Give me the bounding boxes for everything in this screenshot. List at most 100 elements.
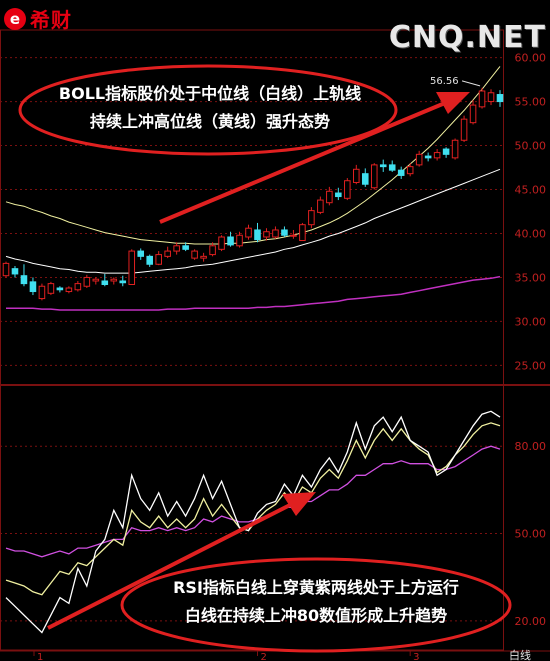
max-price-label: 56.56 bbox=[430, 76, 459, 87]
candle-body bbox=[110, 278, 118, 282]
candle-body bbox=[451, 139, 459, 159]
candle-body bbox=[2, 262, 10, 277]
candle-body bbox=[326, 190, 333, 204]
x-tick-label: 3 bbox=[413, 652, 419, 661]
candle-body bbox=[182, 245, 189, 250]
candle-body bbox=[200, 255, 207, 259]
rsi-purple-line bbox=[5, 445, 501, 558]
candle-body bbox=[487, 92, 495, 103]
candle-body bbox=[442, 148, 450, 155]
candle-body bbox=[496, 94, 504, 103]
rsi-callout bbox=[120, 557, 512, 653]
boll-lower-line bbox=[6, 275, 501, 311]
candle-body bbox=[119, 280, 127, 284]
candle-body bbox=[65, 287, 73, 293]
rsi-tick-label: 20.00 bbox=[515, 615, 547, 628]
candle-body bbox=[227, 236, 234, 246]
candle-body bbox=[83, 276, 91, 287]
x-tick-label: 1 bbox=[37, 652, 43, 661]
boll-callout-line2: 持续上冲高位线（黄线）强升态势 bbox=[89, 112, 330, 131]
rsi-arrow-head bbox=[282, 492, 316, 516]
candle-body bbox=[370, 164, 378, 189]
candle-body bbox=[263, 231, 270, 238]
boll-mid-line bbox=[5, 168, 501, 274]
candle-body bbox=[245, 227, 252, 238]
boll-arrow-shaft bbox=[159, 101, 446, 224]
candle-body bbox=[137, 250, 145, 257]
candle-body bbox=[460, 118, 468, 141]
candle-body bbox=[335, 192, 342, 198]
rsi-callout-ellipse bbox=[120, 557, 512, 653]
candle-body bbox=[397, 169, 405, 176]
candle-body bbox=[424, 155, 432, 159]
rsi-arrow-shaft bbox=[47, 503, 291, 630]
boll-arrow bbox=[159, 92, 470, 224]
candle-body bbox=[308, 210, 315, 226]
boll-tick-label: 30.00 bbox=[515, 315, 547, 328]
brand-mark-icon: e bbox=[4, 7, 26, 30]
candle-body bbox=[92, 278, 100, 282]
candle-body bbox=[478, 90, 486, 108]
candle-body bbox=[433, 152, 441, 159]
rsi-tick-label: 80.00 bbox=[515, 440, 547, 453]
candle-body bbox=[388, 164, 396, 171]
candle-body bbox=[191, 250, 198, 259]
candle-body bbox=[155, 254, 162, 265]
candle-body bbox=[281, 229, 288, 236]
candle-body bbox=[290, 234, 297, 237]
brand-logo: e 希财 bbox=[4, 4, 72, 33]
boll-callout-ellipse bbox=[18, 64, 398, 156]
candle-body bbox=[406, 166, 414, 175]
candle-body bbox=[101, 280, 109, 285]
candle-body bbox=[56, 287, 64, 291]
boll-tick-label: 50.00 bbox=[515, 140, 547, 153]
candle-body bbox=[20, 275, 28, 285]
candle-body bbox=[209, 245, 216, 256]
brand-name: 希财 bbox=[30, 8, 72, 32]
candle-body bbox=[236, 234, 243, 247]
candle-body bbox=[173, 245, 180, 252]
boll-tick-label: 45.00 bbox=[515, 184, 547, 197]
candle-body bbox=[128, 250, 136, 285]
candle-body bbox=[379, 164, 387, 168]
candle-body bbox=[146, 255, 153, 265]
candle-body bbox=[353, 168, 360, 183]
boll-callout bbox=[18, 64, 398, 156]
boll-tick-label: 60.00 bbox=[515, 52, 547, 65]
candle-body bbox=[11, 268, 19, 275]
candle-body bbox=[469, 104, 477, 124]
rsi-arrow bbox=[47, 492, 316, 630]
boll-tick-label: 35.00 bbox=[515, 271, 547, 284]
boll-arrow-head bbox=[436, 92, 470, 114]
rsi-callout-text: RSI指标白线上穿黄紫两线处于上方运行 白线在持续上冲80数值形成上升趋势 bbox=[130, 574, 502, 630]
candle-body bbox=[218, 236, 225, 250]
boll-callout-line1: BOLL指标股价处于中位线（白线）上轨线 bbox=[58, 84, 362, 103]
watermark: CNQ.NET bbox=[388, 20, 546, 55]
max-price-pointer bbox=[461, 80, 481, 87]
boll-tick-label: 40.00 bbox=[515, 227, 547, 240]
candle-body bbox=[344, 180, 351, 199]
candle-body bbox=[47, 283, 55, 294]
x-axis-ticks: 1 2 3 bbox=[33, 651, 420, 661]
candle-body bbox=[415, 153, 423, 166]
candle-body bbox=[38, 285, 46, 300]
candle-body bbox=[299, 224, 306, 242]
rsi-series-label: 白线 bbox=[509, 648, 531, 661]
boll-callout-text: BOLL指标股价处于中位线（白线）上轨线 持续上冲高位线（黄线）强升态势 bbox=[30, 80, 390, 136]
candle-body bbox=[254, 229, 261, 241]
candle-body bbox=[272, 229, 279, 238]
candle-body bbox=[317, 199, 324, 213]
boll-tick-label: 55.00 bbox=[515, 96, 547, 109]
y-axis-ticks: 25.00 30.00 35.00 40.00 45.00 50.00 55.00 60.00… bbox=[509, 52, 546, 661]
rsi-tick-label: 50.00 bbox=[515, 528, 547, 541]
candlestick-series: 56.56 bbox=[2, 76, 504, 301]
rsi-callout-line1: RSI指标白线上穿黄紫两线处于上方运行 bbox=[173, 578, 459, 597]
candle-body bbox=[164, 250, 171, 257]
rsi-callout-line2: 白线在持续上冲80数值形成上升趋势 bbox=[184, 606, 448, 625]
candle-body bbox=[361, 173, 369, 185]
candle-body bbox=[29, 281, 37, 293]
x-tick-label: 2 bbox=[260, 652, 266, 661]
candle-body bbox=[74, 283, 82, 291]
